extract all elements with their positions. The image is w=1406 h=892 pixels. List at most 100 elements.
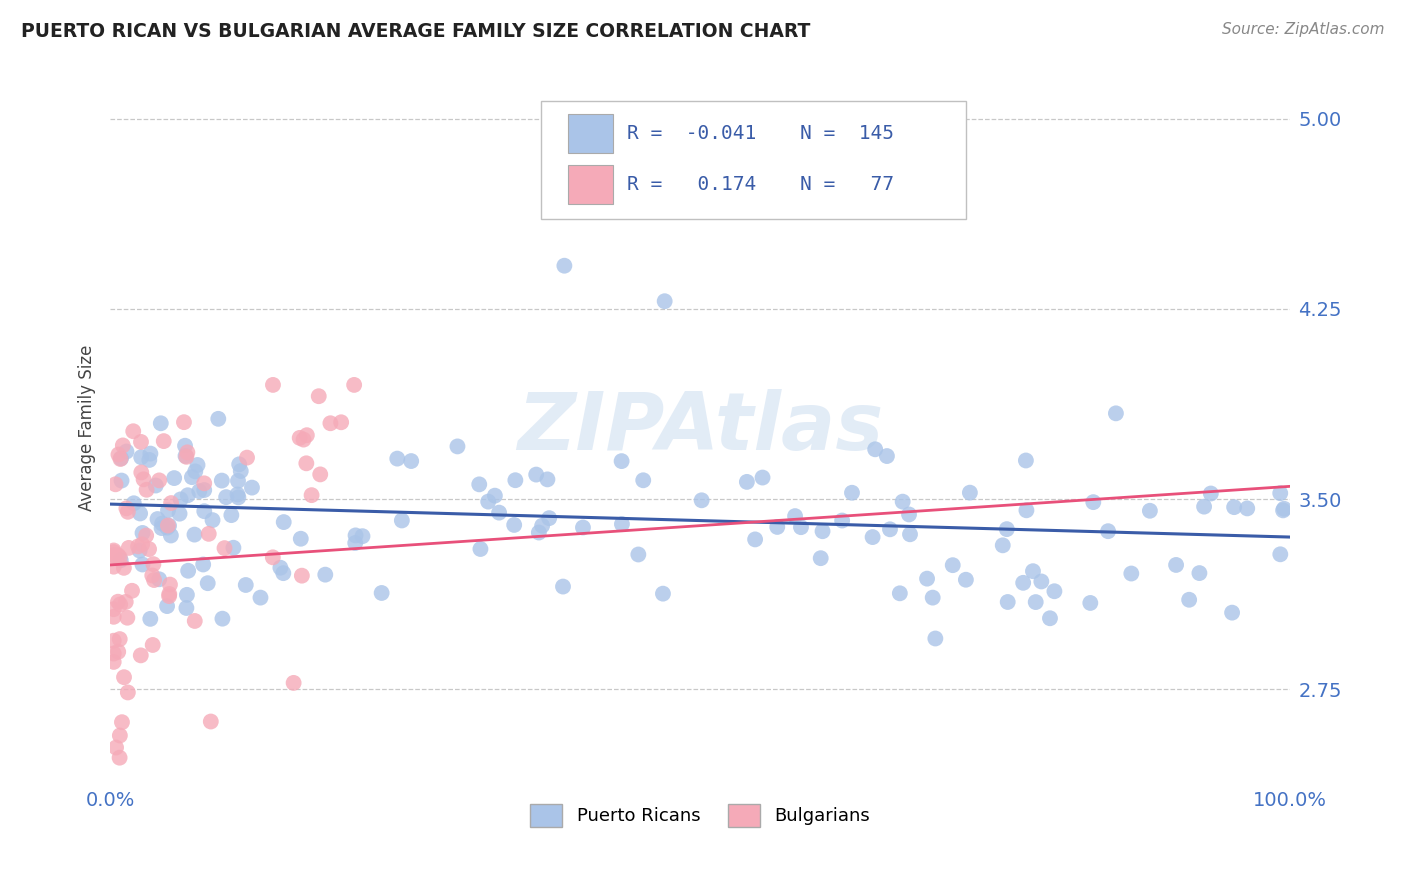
Point — [690, 493, 713, 508]
Point — [150, 521, 173, 535]
FancyBboxPatch shape — [568, 114, 613, 153]
Point — [200, 714, 222, 729]
Point — [207, 412, 229, 426]
Point — [468, 477, 491, 491]
Point — [110, 451, 132, 466]
Point — [269, 560, 291, 574]
Point — [176, 450, 198, 464]
Point — [141, 568, 163, 582]
Point — [283, 676, 305, 690]
Point — [173, 415, 195, 429]
Point — [103, 609, 125, 624]
Point — [790, 520, 813, 534]
Point — [955, 573, 977, 587]
Point — [551, 580, 574, 594]
Point — [176, 601, 198, 615]
Point — [117, 505, 139, 519]
Point — [112, 561, 135, 575]
Point — [215, 490, 238, 504]
Text: ZIPAtlas: ZIPAtlas — [517, 389, 883, 467]
Point — [160, 528, 183, 542]
Point — [1015, 453, 1038, 467]
Point — [531, 518, 554, 533]
Point — [157, 518, 180, 533]
Point — [129, 434, 152, 449]
Point — [1078, 596, 1101, 610]
Text: PUERTO RICAN VS BULGARIAN AVERAGE FAMILY SIZE CORRELATION CHART: PUERTO RICAN VS BULGARIAN AVERAGE FAMILY… — [21, 22, 810, 41]
Point — [228, 491, 250, 505]
Point — [538, 511, 561, 525]
Point — [152, 434, 174, 449]
Point — [314, 567, 336, 582]
Point — [118, 541, 141, 555]
Point — [211, 612, 233, 626]
Point — [370, 586, 392, 600]
Point — [1139, 504, 1161, 518]
Point — [610, 517, 633, 532]
Point — [176, 588, 198, 602]
Point — [169, 507, 191, 521]
Point — [103, 549, 125, 563]
Point — [145, 478, 167, 492]
Point — [1031, 574, 1053, 589]
Text: Source: ZipAtlas.com: Source: ZipAtlas.com — [1222, 22, 1385, 37]
Point — [177, 488, 200, 502]
Point — [103, 559, 125, 574]
Point — [477, 494, 499, 508]
Point — [131, 558, 153, 572]
Point — [262, 550, 284, 565]
Point — [135, 528, 157, 542]
Point — [446, 439, 468, 453]
Point — [132, 472, 155, 486]
Point — [156, 599, 179, 613]
Point — [108, 632, 131, 646]
Point — [226, 474, 249, 488]
Text: N =  145: N = 145 — [800, 124, 894, 143]
Point — [876, 449, 898, 463]
Point — [135, 483, 157, 497]
Legend: Puerto Ricans, Bulgarians: Puerto Ricans, Bulgarians — [523, 797, 877, 834]
Point — [103, 543, 125, 558]
Point — [292, 433, 315, 447]
Point — [174, 449, 197, 463]
Point — [108, 550, 131, 565]
Point — [174, 439, 197, 453]
Point — [122, 496, 145, 510]
Point — [991, 538, 1014, 552]
Point — [1097, 524, 1119, 539]
Point — [184, 614, 207, 628]
Point — [188, 484, 211, 499]
FancyBboxPatch shape — [568, 165, 613, 204]
Point — [654, 294, 676, 309]
Point — [898, 508, 921, 522]
Point — [572, 520, 595, 534]
Point — [110, 553, 132, 567]
Point — [103, 647, 125, 661]
Point — [810, 551, 832, 566]
Point — [111, 715, 134, 730]
Point — [1223, 500, 1246, 515]
Point — [610, 454, 633, 468]
Point — [183, 527, 205, 541]
Point — [1012, 575, 1035, 590]
Point — [117, 685, 139, 699]
Point — [115, 501, 138, 516]
Point — [352, 529, 374, 543]
Point — [1121, 566, 1143, 581]
Point — [631, 473, 654, 487]
Point — [1105, 406, 1128, 420]
Point — [1199, 486, 1222, 500]
Point — [1188, 566, 1211, 580]
Point — [156, 503, 179, 517]
Point — [169, 492, 191, 507]
Point — [103, 655, 125, 669]
Point — [811, 524, 834, 539]
Point — [181, 470, 204, 484]
Point — [177, 564, 200, 578]
Point — [112, 670, 135, 684]
Point — [959, 485, 981, 500]
Point — [831, 514, 853, 528]
Point — [110, 474, 132, 488]
Point — [1022, 564, 1045, 578]
Point — [157, 589, 180, 603]
